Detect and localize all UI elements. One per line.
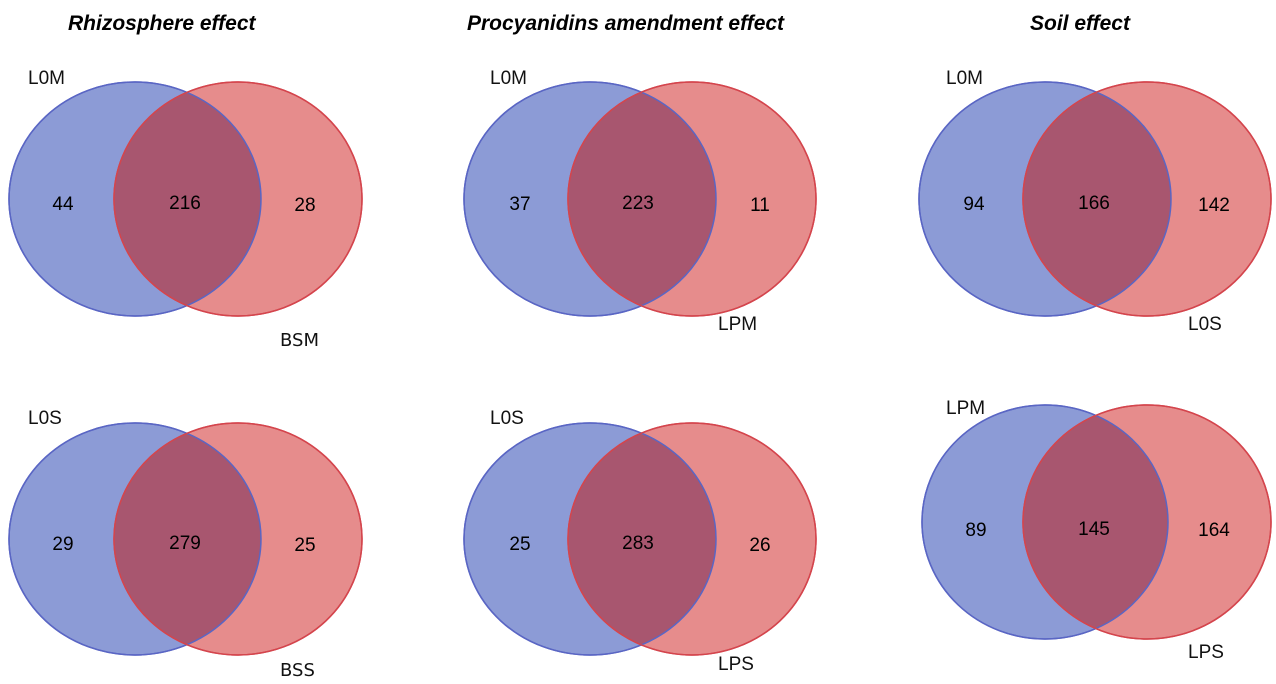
venn-overlap-count: 283 [622, 533, 654, 554]
venn-right-outline [113, 422, 363, 656]
venn-left-outline [463, 422, 717, 656]
venn-right-only-count: 142 [1198, 195, 1230, 216]
venn-right-label: LPS [1188, 642, 1224, 663]
venn-right-outline [113, 81, 363, 317]
venn-overlap-count: 223 [622, 193, 654, 214]
venn-left-outline [8, 422, 262, 656]
venn-right-label: BSS [280, 660, 315, 681]
venn-right-label: L0S [1188, 314, 1222, 335]
venn-overlap-count: 216 [169, 193, 201, 214]
venn-right-label: BSM [280, 330, 319, 351]
venn-diagram-2: L0M LPM 37 223 11 [463, 68, 817, 335]
venn-right-only-count: 164 [1198, 520, 1230, 541]
venn-right-only-count: 11 [750, 195, 770, 216]
venn-right-outline [567, 81, 817, 317]
venn-left-only-count: 89 [965, 520, 986, 541]
venn-left-label: L0S [490, 408, 524, 429]
venn-left-label: L0M [946, 68, 983, 89]
venn-diagram-4: L0S BSS 29 279 25 [8, 408, 363, 681]
venn-right-label: LPM [718, 314, 757, 335]
venn-right-outline [1022, 81, 1272, 317]
venn-left-only-count: 44 [52, 194, 74, 215]
venn-overlap-region [1023, 405, 1168, 639]
venn-left-outline [463, 81, 717, 317]
venn-overlap-region [568, 82, 716, 316]
venn-left-only-count: 37 [509, 194, 530, 215]
venn-left-label: L0S [28, 408, 62, 429]
title-procyanidins-amendment-effect: Procyanidins amendment effect [467, 12, 785, 35]
venn-left-only-count: 29 [52, 534, 73, 555]
venn-left-outline [918, 81, 1172, 317]
venn-right-only-count: 26 [749, 535, 770, 556]
venn-overlap-count: 145 [1078, 519, 1110, 540]
venn-overlap-region [114, 423, 261, 655]
venn-overlap-count: 166 [1078, 193, 1110, 214]
venn-diagram-6: LPM LPS 89 145 164 [921, 398, 1272, 663]
venn-overlap-region [1023, 82, 1171, 316]
venn-diagram-1: L0M BSM 44 216 28 [8, 68, 363, 351]
venn-right-outline [1022, 404, 1272, 640]
venn-left-label: L0M [490, 68, 527, 89]
venn-right-outline [567, 422, 817, 656]
venn-overlap-count: 279 [169, 533, 201, 554]
title-rhizosphere-effect: Rhizosphere effect [68, 12, 256, 35]
venn-diagram-3: L0M L0S 94 166 142 [918, 68, 1272, 335]
title-soil-effect: Soil effect [1030, 12, 1130, 35]
venn-left-outline [921, 404, 1169, 640]
venn-left-only-count: 25 [509, 534, 530, 555]
venn-overlap-region [568, 423, 716, 655]
venn-right-only-count: 28 [294, 195, 315, 216]
venn-overlap-region [114, 82, 261, 316]
venn-left-label: LPM [946, 398, 985, 419]
venn-right-only-count: 25 [294, 535, 315, 556]
venn-diagram-5: L0S LPS 25 283 26 [463, 408, 817, 675]
venn-left-outline [8, 81, 262, 317]
venn-left-label: L0M [28, 68, 65, 89]
venn-right-label: LPS [718, 654, 754, 675]
venn-left-only-count: 94 [963, 194, 985, 215]
